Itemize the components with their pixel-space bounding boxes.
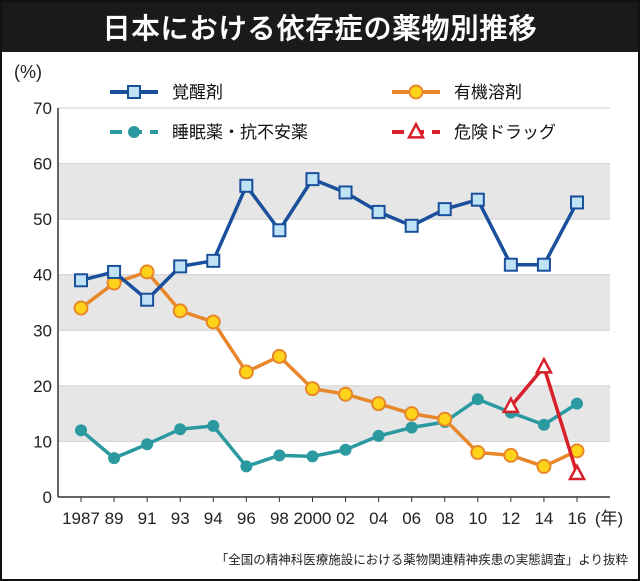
x-tick-label: 91 [138, 509, 157, 528]
data-point [139, 264, 155, 280]
series-line [80, 177, 579, 302]
data-point [271, 348, 287, 364]
x-tick-label: 16 [568, 509, 587, 528]
data-point [305, 172, 320, 187]
x-tick-label: 12 [501, 509, 520, 528]
x-tick-label: 93 [171, 509, 190, 528]
data-point [372, 429, 385, 442]
data-point [238, 364, 254, 380]
legend-marker [127, 85, 141, 99]
data-point [205, 314, 221, 330]
data-point [108, 452, 121, 465]
x-tick-label: 2000 [294, 509, 332, 528]
series-line [79, 270, 578, 469]
data-point [240, 460, 253, 473]
x-tick-label: 02 [336, 509, 355, 528]
data-point [404, 406, 420, 422]
data-point [207, 419, 220, 432]
legend-item: 覚醒剤 [110, 83, 223, 103]
y-tick-label: 10 [33, 432, 52, 451]
band-0 [58, 385, 610, 442]
data-point [501, 395, 520, 414]
data-point [273, 449, 286, 462]
data-point [404, 218, 419, 233]
data-point [503, 447, 519, 463]
data-point [304, 381, 320, 397]
x-tick-label: 14 [534, 509, 553, 528]
source-note: 「全国の精神科医療施設における薬物関連精神疾患の実態調査」より抜粋 [215, 552, 628, 567]
legend-marker [128, 126, 140, 138]
data-point [437, 411, 453, 427]
data-point [534, 356, 554, 374]
data-point [437, 202, 452, 217]
data-point [206, 253, 221, 268]
data-point [73, 300, 89, 316]
legend-label: 有機溶剤 [454, 83, 522, 103]
y-tick-label: 30 [33, 321, 52, 340]
data-point [239, 178, 254, 193]
data-point [571, 397, 583, 410]
data-point [405, 421, 418, 434]
data-point [172, 303, 188, 319]
data-point [567, 463, 587, 481]
data-point [338, 185, 353, 200]
y-tick-label: 40 [33, 266, 52, 285]
data-point [570, 195, 584, 210]
x-tick-label: 89 [105, 509, 124, 528]
data-point [471, 393, 484, 406]
legend-label: 危険ドラッグ [454, 123, 556, 143]
y-tick-label: 60 [33, 155, 52, 174]
x-tick-label: 94 [204, 509, 223, 528]
data-point [503, 257, 518, 272]
legend-item: 睡眠薬・抗不安薬 [110, 123, 308, 143]
data-point [75, 424, 87, 437]
data-point [470, 445, 486, 461]
data-point [536, 458, 552, 474]
band-2 [58, 163, 610, 220]
data-point [173, 259, 188, 274]
data-point [536, 257, 551, 272]
data-point [371, 204, 386, 219]
data-point [306, 450, 319, 463]
x-tick-label: 98 [270, 509, 289, 528]
data-point [537, 418, 550, 431]
chart-title: 日本における依存症の薬物別推移 [2, 2, 638, 52]
series-2 [75, 393, 583, 473]
series-3 [501, 356, 587, 481]
data-point [371, 396, 387, 412]
data-point [74, 273, 88, 288]
x-tick-label: 1987 [62, 509, 100, 528]
x-tick-label: 06 [402, 509, 421, 528]
y-tick-label: 20 [33, 377, 52, 396]
x-axis-unit: (年) [595, 509, 623, 528]
data-point [174, 423, 187, 436]
legend-marker [408, 84, 424, 100]
x-tick-label: 08 [435, 509, 454, 528]
data-point [470, 192, 485, 207]
x-tick-label: 10 [468, 509, 487, 528]
y-tick-label: 0 [43, 488, 52, 507]
data-point [272, 223, 287, 238]
data-point [141, 438, 154, 451]
x-tick-label: 96 [237, 509, 256, 528]
data-point [107, 264, 122, 279]
x-tick-label: 04 [369, 509, 388, 528]
y-tick-label: 70 [33, 99, 52, 118]
data-point [339, 443, 352, 456]
y-axis-label: (%) [14, 62, 42, 82]
series-1 [73, 264, 585, 474]
legend-item: 有機溶剤 [392, 83, 522, 103]
legend-marker [406, 121, 426, 139]
legend-label: 覚醒剤 [172, 83, 223, 103]
legend-item: 危険ドラッグ [392, 121, 556, 143]
series-0 [74, 172, 584, 307]
legend-label: 睡眠薬・抗不安薬 [172, 123, 308, 143]
data-point [140, 292, 155, 307]
y-tick-label: 50 [33, 210, 52, 229]
data-point [338, 386, 354, 402]
series-line [79, 397, 578, 469]
